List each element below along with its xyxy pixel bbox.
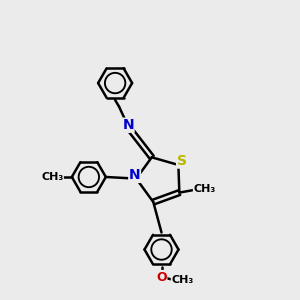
Text: CH₃: CH₃ xyxy=(171,275,194,285)
Text: O: O xyxy=(156,271,167,284)
Text: S: S xyxy=(177,154,187,168)
Text: N: N xyxy=(122,118,134,132)
Text: CH₃: CH₃ xyxy=(41,172,63,182)
Text: N: N xyxy=(129,168,140,182)
Text: CH₃: CH₃ xyxy=(194,184,216,194)
